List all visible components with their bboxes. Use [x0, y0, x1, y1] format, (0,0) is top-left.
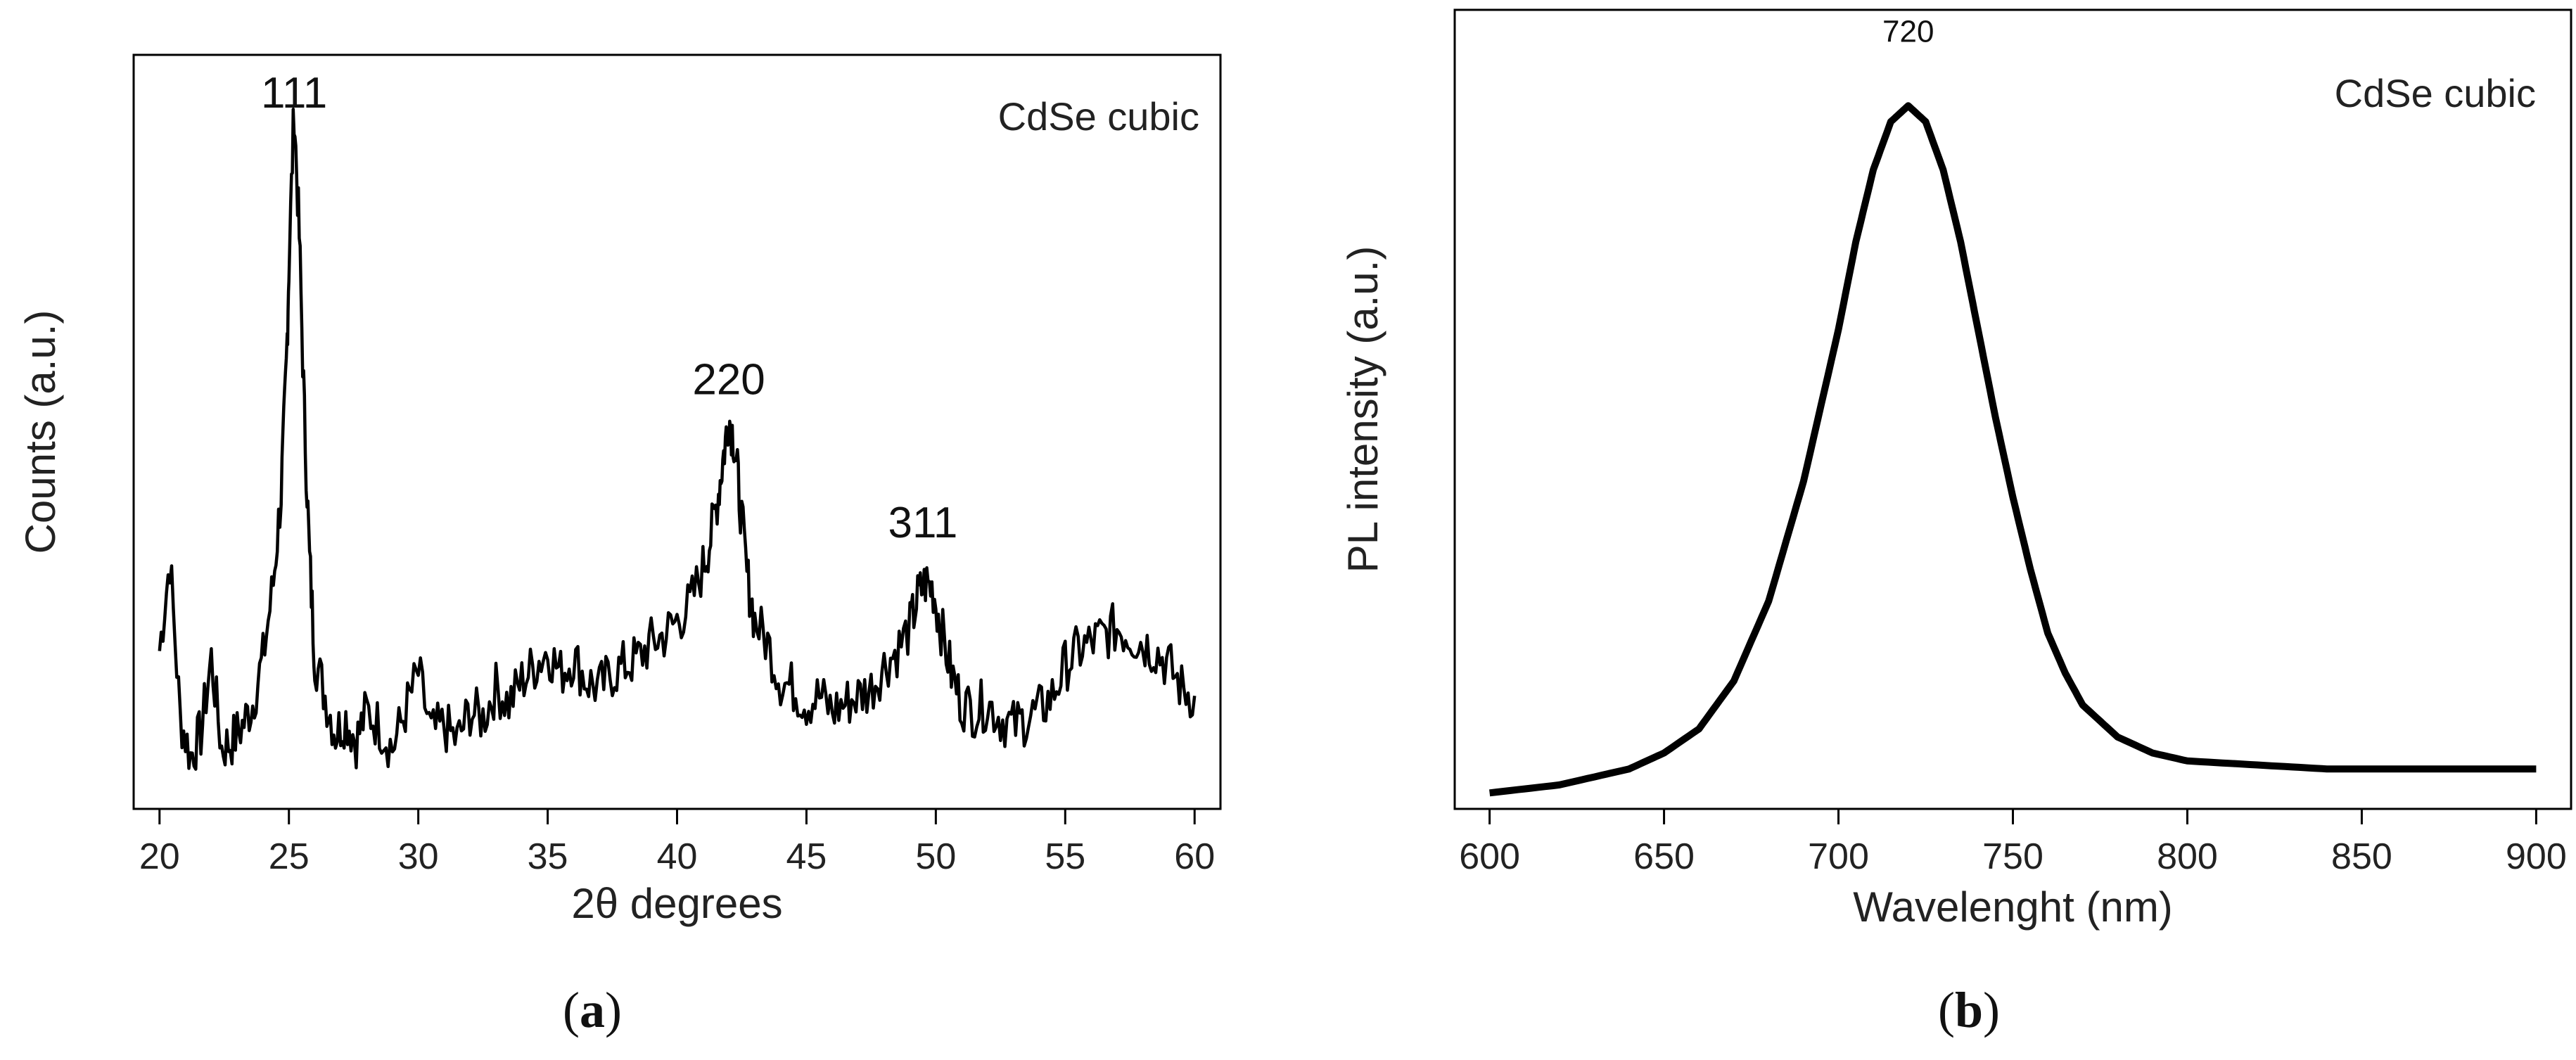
x-axis-title: 2θ degrees: [571, 880, 782, 927]
caption-b-close: ): [1983, 982, 2001, 1038]
x-tick-label: 850: [2331, 836, 2392, 877]
x-tick-label: 900: [2506, 836, 2567, 877]
peak-label: 111: [261, 69, 327, 117]
x-tick-label: 60: [1174, 836, 1215, 877]
chart-b-pl: 600 650 700 750 800 850 900 Wavelenght (nm) PL i…: [1339, 8, 2572, 931]
y-axis-title: PL intensity (a.u.): [1339, 246, 1386, 573]
x-tick-label: 800: [2157, 836, 2218, 877]
caption-a-open: (: [563, 982, 580, 1038]
peak-label: 220: [692, 355, 765, 404]
series-line-0: [158, 108, 1197, 771]
x-tick-label: 20: [139, 836, 180, 877]
x-tick-label: 700: [1808, 836, 1869, 877]
x-tick-label: 55: [1045, 836, 1085, 877]
peak-label: 311: [888, 499, 958, 547]
x-tick-label: 600: [1459, 836, 1520, 877]
peak-label: 720: [1882, 14, 1934, 49]
caption-a-letter: a: [579, 982, 605, 1038]
caption-b-letter: b: [1954, 982, 1984, 1038]
series-line-0: [1488, 102, 2537, 797]
x-tick-label: 30: [398, 836, 439, 877]
x-axis-title: Wavelenght (nm): [1853, 883, 2173, 931]
x-tick-label: 45: [786, 836, 827, 877]
caption-a: (a): [563, 981, 622, 1040]
caption-b-open: (: [1938, 982, 1955, 1038]
y-axis-title: Counts (a.u.): [17, 310, 64, 554]
legend-label: CdSe cubic: [998, 94, 1199, 139]
legend-label: CdSe cubic: [2335, 71, 2536, 115]
plot-frame: [1453, 8, 2572, 810]
x-tick-label: 25: [269, 836, 310, 877]
x-tick-label: 40: [657, 836, 698, 877]
x-tick-label: 650: [1633, 836, 1695, 877]
x-tick-label: 35: [528, 836, 568, 877]
caption-a-close: ): [604, 982, 622, 1038]
x-tick-label: 50: [915, 836, 956, 877]
x-tick-label: 750: [1982, 836, 2043, 877]
chart-a-xrd: 20 25 30 35 40 45 50 55 60 2θ degrees Counts (a.u.…: [17, 53, 1222, 927]
caption-b: (b): [1938, 981, 2000, 1040]
